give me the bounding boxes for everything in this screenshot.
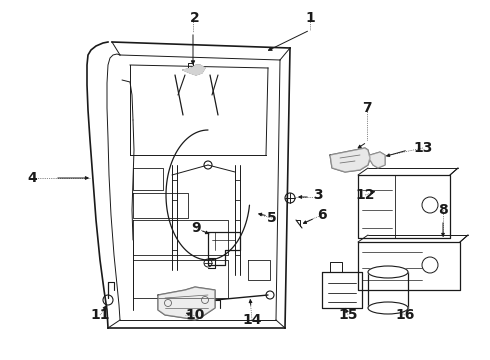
Text: 14: 14 [242,313,262,327]
Ellipse shape [368,266,408,278]
Text: 3: 3 [313,188,323,202]
Text: 2: 2 [190,11,200,25]
Ellipse shape [368,302,408,314]
Text: 7: 7 [362,101,372,115]
Text: 12: 12 [355,188,375,202]
Polygon shape [370,152,385,168]
Text: 8: 8 [438,203,448,217]
Polygon shape [183,65,205,75]
Text: 10: 10 [185,308,205,322]
Text: 6: 6 [317,208,327,222]
Text: 11: 11 [90,308,110,322]
Polygon shape [330,148,370,172]
Text: 9: 9 [191,221,201,235]
Text: 13: 13 [413,141,433,155]
Text: 4: 4 [27,171,37,185]
Polygon shape [158,287,215,320]
Text: 15: 15 [338,308,358,322]
Text: 1: 1 [305,11,315,25]
Text: 16: 16 [395,308,415,322]
Text: 5: 5 [267,211,277,225]
